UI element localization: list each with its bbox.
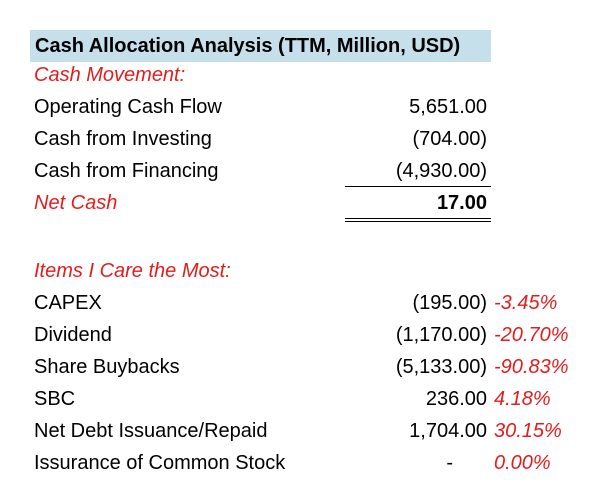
table-row: Operating Cash Flow 5,651.00 [34, 91, 594, 123]
row-value: 5,651.00 [409, 96, 487, 118]
net-cash-value: 17.00 [436, 192, 487, 214]
row-value: (1,170.00) [395, 324, 487, 346]
table-row: SBC 236.00 4.18% [34, 383, 594, 415]
row-label: SBC [34, 388, 76, 410]
cash-movement-heading: Cash Movement: [34, 64, 186, 86]
total-double-rule-top [345, 218, 491, 219]
table-row: Share Buybacks (5,133.00) -90.83% [34, 351, 594, 383]
row-value: (4,930.00) [395, 160, 487, 182]
row-value: (704.00) [412, 128, 488, 150]
row-label: Dividend [34, 324, 112, 346]
row-label: Issurance of Common Stock [34, 452, 286, 474]
row-value: (5,133.00) [395, 356, 487, 378]
row-percent: 0.00% [494, 452, 551, 474]
section-heading-items: Items I Care the Most: [34, 255, 594, 287]
row-percent: 30.15% [494, 420, 562, 442]
row-value: 236.00 [425, 388, 487, 410]
table-row: Issurance of Common Stock - 0.00% [34, 447, 594, 479]
row-label: Cash from Financing [34, 160, 219, 182]
total-double-rule-bottom [345, 221, 491, 222]
table-row: Cash from Investing (704.00) [34, 123, 594, 155]
row-value: (195.00) [412, 292, 488, 314]
subtotal-rule [345, 186, 491, 187]
table-row: Cash from Financing (4,930.00) [34, 155, 594, 187]
table-title: Cash Allocation Analysis (TTM, Million, … [30, 30, 491, 62]
table-row: Dividend (1,170.00) -20.70% [34, 319, 594, 351]
row-value: - [446, 452, 453, 474]
row-label: Net Debt Issuance/Repaid [34, 420, 268, 442]
section-heading-cash-movement: Cash Movement: [34, 59, 594, 91]
row-percent: -20.70% [494, 324, 569, 346]
net-cash-row: Net Cash 17.00 [34, 187, 594, 219]
row-percent: 4.18% [494, 388, 551, 410]
row-percent: -3.45% [494, 292, 558, 314]
net-cash-label: Net Cash [34, 192, 118, 214]
row-label: CAPEX [34, 292, 102, 314]
row-percent: -90.83% [494, 356, 569, 378]
table-row: Net Debt Issuance/Repaid 1,704.00 30.15% [34, 415, 594, 447]
items-heading: Items I Care the Most: [34, 260, 231, 282]
row-label: Cash from Investing [34, 128, 212, 150]
row-value: 1,704.00 [409, 420, 487, 442]
row-label: Share Buybacks [34, 356, 180, 378]
table-row: CAPEX (195.00) -3.45% [34, 287, 594, 319]
row-label: Operating Cash Flow [34, 96, 222, 118]
